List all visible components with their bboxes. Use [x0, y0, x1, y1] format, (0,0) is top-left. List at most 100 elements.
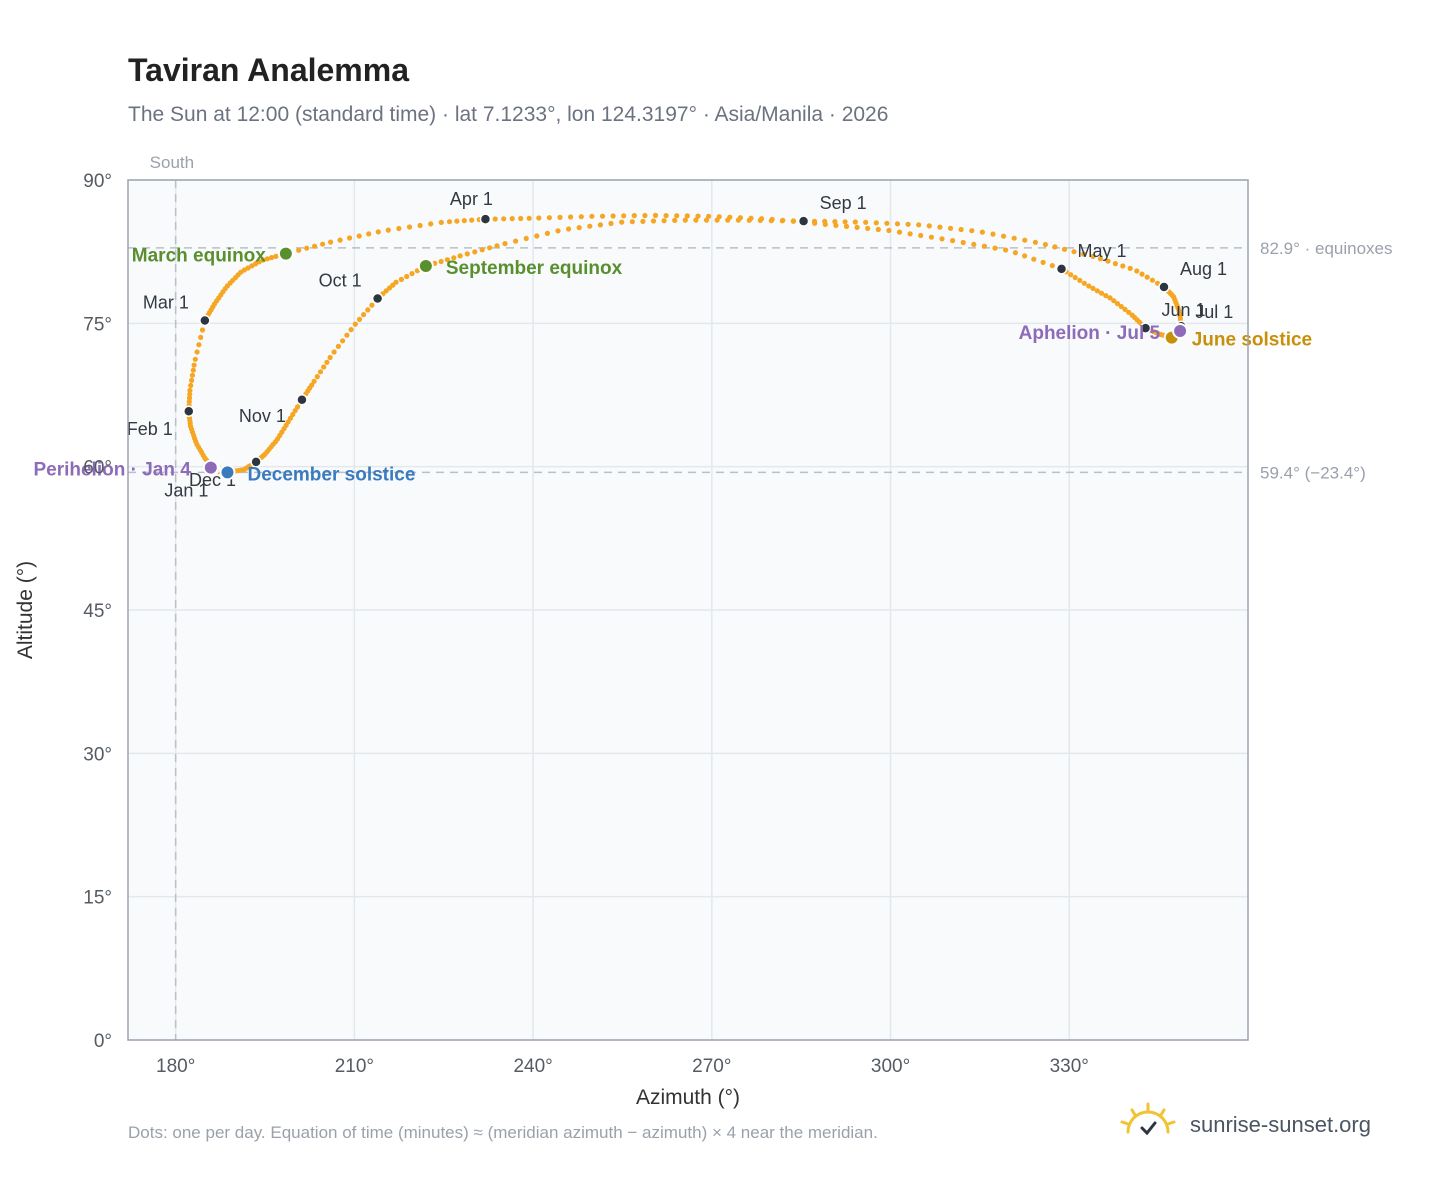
daily-sun-dot: [1139, 271, 1145, 277]
daily-sun-dot: [619, 219, 625, 225]
daily-sun-dot: [661, 218, 667, 224]
daily-sun-dot: [1094, 288, 1100, 294]
daily-sun-dot: [1127, 265, 1133, 271]
daily-sun-dot: [1040, 259, 1046, 265]
daily-sun-dot: [294, 404, 301, 410]
daily-sun-dot: [960, 239, 966, 246]
daily-sun-dot: [1071, 249, 1077, 255]
daily-sun-dot: [398, 276, 404, 282]
daily-sun-dot: [438, 258, 444, 265]
daily-sun-dot: [245, 265, 251, 271]
month-marker-label: Oct 1: [319, 270, 362, 290]
daily-sun-dot: [1086, 283, 1092, 289]
daily-sun-dot: [304, 245, 310, 251]
month-marker-label: Jun 1: [1162, 300, 1206, 320]
daily-sun-dot: [703, 217, 710, 223]
month-marker: [250, 456, 262, 468]
daily-sun-dot: [1068, 272, 1074, 278]
daily-sun-dot: [494, 243, 500, 249]
daily-sun-dot: [324, 359, 330, 365]
month-marker: [183, 405, 195, 417]
daily-sun-dot: [714, 217, 720, 223]
daily-sun-dot: [492, 216, 498, 222]
daily-sun-dot: [937, 224, 943, 230]
month-marker-label: Nov 1: [239, 406, 286, 426]
x-tick-label: 180°: [156, 1056, 195, 1077]
daily-sun-dot: [1022, 237, 1028, 243]
daily-sun-dot: [852, 219, 858, 225]
daily-sun-dot: [555, 228, 561, 234]
daily-sun-dot: [1098, 290, 1105, 296]
daily-sun-dot: [260, 257, 266, 263]
daily-sun-dot: [523, 235, 529, 242]
daily-sun-dot: [1077, 277, 1083, 283]
daily-sun-dot: [385, 227, 391, 233]
sun-logo-icon: [1120, 1102, 1176, 1136]
daily-sun-dot: [1105, 258, 1111, 264]
daily-sun-dot: [536, 215, 542, 221]
daily-sun-dot: [1001, 233, 1007, 239]
plot-frame: [127, 179, 1249, 1041]
daily-sun-dot: [464, 251, 470, 257]
daily-sun-dot: [610, 213, 616, 219]
event-marker: [277, 245, 294, 262]
daily-sun-dot: [191, 362, 197, 368]
month-marker-label: Jan 1: [164, 481, 208, 501]
event-label: September equinox: [446, 258, 623, 279]
brand-name: sunrise-sunset.org: [1190, 1112, 1371, 1137]
chart-subtitle: The Sun at 12:00 (standard time) · lat 7…: [128, 103, 889, 126]
brand[interactable]: sunrise-sunset.org: [1120, 1100, 1420, 1150]
x-tick-label: 210°: [335, 1056, 374, 1077]
daily-sun-dot: [321, 364, 327, 370]
month-marker-label: Mar 1: [143, 292, 189, 312]
daily-sun-dot: [502, 241, 508, 247]
daily-sun-dot: [557, 214, 563, 220]
daily-sun-dot: [513, 238, 519, 244]
daily-sun-dot: [347, 235, 353, 241]
daily-sun-dot: [725, 217, 731, 223]
daily-sun-dot: [311, 378, 317, 384]
daily-sun-dot: [875, 226, 881, 233]
month-marker-label: May 1: [1078, 241, 1127, 261]
daily-sun-dot: [472, 249, 478, 255]
daily-sun-dot: [650, 218, 657, 224]
daily-sun-dot: [905, 221, 911, 227]
daily-sun-dot: [947, 225, 954, 231]
daily-sun-dot: [344, 332, 350, 338]
daily-sun-dot: [194, 349, 200, 355]
daily-sun-dot: [192, 356, 198, 362]
daily-sun-dot: [444, 257, 450, 263]
daily-sun-dot: [186, 395, 193, 401]
daily-sun-dot: [454, 218, 460, 224]
event-marker: [202, 459, 219, 476]
daily-sun-dot: [1126, 309, 1132, 315]
event-marker: [1172, 322, 1189, 339]
daily-sun-dot: [1144, 274, 1150, 280]
daily-sun-dot: [695, 213, 701, 219]
month-marker: [1139, 322, 1152, 334]
x-tick-label: 330°: [1050, 1056, 1089, 1077]
event-label: Aphelion · Jul 5: [1019, 323, 1161, 344]
daily-sun-dot: [1120, 263, 1126, 269]
y-tick-label: 60°: [83, 458, 112, 479]
month-marker: [1055, 263, 1068, 275]
daily-sun-dot: [479, 247, 485, 253]
daily-sun-dot: [451, 255, 457, 261]
daily-sun-dot: [369, 302, 375, 308]
daily-sun-dot: [652, 212, 659, 218]
daily-sun-dot: [990, 231, 996, 237]
daily-sun-dot: [414, 268, 420, 274]
daily-sun-dot: [631, 213, 637, 219]
daily-sun-dot: [396, 225, 402, 232]
daily-sun-dot: [264, 256, 270, 262]
daily-sun-dot: [199, 327, 206, 333]
daily-sun-dot: [992, 245, 998, 251]
altitude-reference-label: 82.9° · equinoxes: [1260, 239, 1393, 258]
event-label: Perihelion · Jan 4: [33, 460, 191, 481]
daily-sun-dot: [446, 219, 453, 225]
daily-sun-dot: [198, 334, 204, 340]
daily-sun-dot: [1022, 253, 1028, 259]
daily-sun-dot: [375, 229, 381, 235]
month-marker-label: Feb 1: [127, 419, 173, 439]
